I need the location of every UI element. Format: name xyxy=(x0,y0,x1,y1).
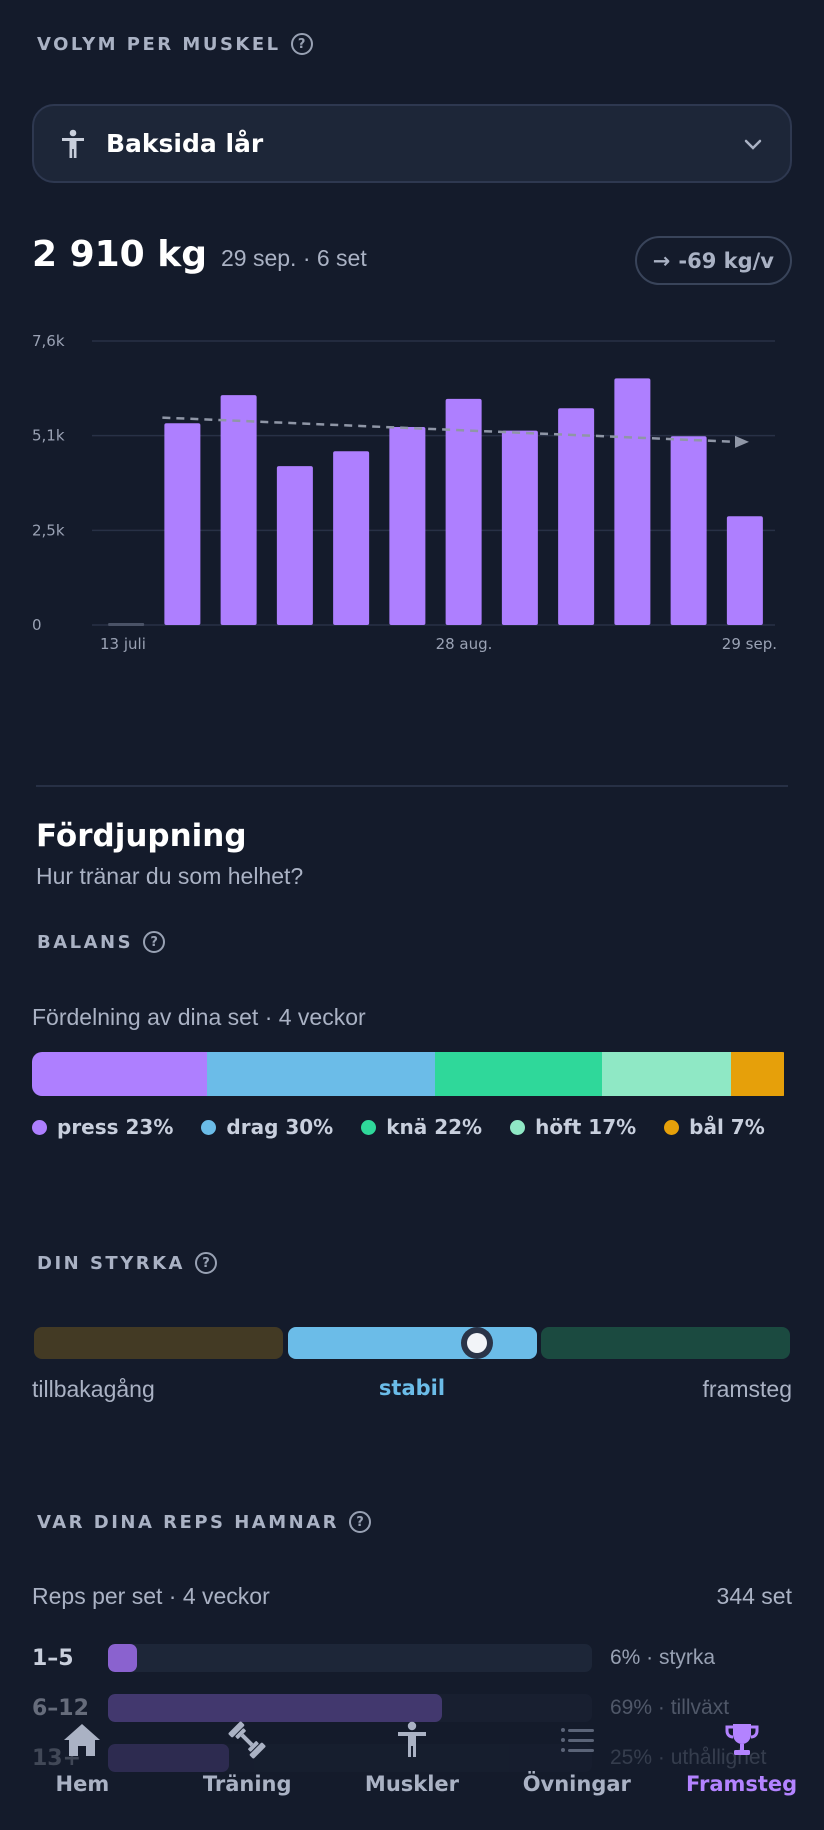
legend-item: drag 30% xyxy=(201,1115,333,1139)
muscle-select[interactable]: Baksida lår xyxy=(32,104,792,183)
chevron-down-icon xyxy=(744,139,762,150)
legend-label: knä 22% xyxy=(386,1115,483,1139)
balance-segment xyxy=(206,1052,435,1096)
x-tick-label: 29 sep. xyxy=(722,635,777,653)
reps-caption: Reps per set · 4 veckor xyxy=(32,1583,270,1609)
reps-bar-track xyxy=(108,1694,592,1722)
reps-total: 344 set xyxy=(716,1583,792,1609)
balance-legend: press 23% drag 30% knä 22% höft 17% bål 7% xyxy=(32,1115,765,1139)
deep-title: Fördjupning xyxy=(36,818,247,854)
deep-subtitle: Hur tränar du som helhet? xyxy=(36,863,304,889)
y-tick-label: 5,1k xyxy=(32,427,65,445)
reps-note: 6% · styrka xyxy=(610,1646,716,1669)
reps-bar-fill xyxy=(108,1694,442,1722)
tab-home[interactable]: Hem xyxy=(0,1700,165,1830)
help-icon[interactable]: ? xyxy=(349,1511,372,1533)
bar xyxy=(220,395,257,625)
legend-label: höft 17% xyxy=(535,1115,637,1139)
bar xyxy=(276,466,313,625)
legend-dot xyxy=(32,1119,47,1135)
tab-progress[interactable]: Framsteg xyxy=(659,1700,824,1830)
bar xyxy=(445,398,482,625)
bar xyxy=(389,426,426,625)
person-icon xyxy=(397,1721,426,1757)
legend-label: drag 30% xyxy=(226,1115,334,1139)
strength-right-label: framsteg xyxy=(702,1376,792,1402)
x-tick-label: 28 aug. xyxy=(436,635,493,653)
legend-item: bål 7% xyxy=(664,1115,765,1139)
strength-segment-stable xyxy=(288,1327,537,1359)
tab-training[interactable]: Träning xyxy=(165,1700,330,1830)
reps-note: 69% · tillväxt xyxy=(610,1696,730,1719)
bar xyxy=(164,423,201,625)
legend-item: press 23% xyxy=(32,1115,173,1139)
list-icon xyxy=(560,1728,594,1752)
legend-dot xyxy=(201,1119,217,1135)
y-tick-label: 2,5k xyxy=(32,521,65,539)
strength-segment-progress xyxy=(541,1327,790,1359)
legend-dot xyxy=(510,1119,526,1135)
legend-label: bål 7% xyxy=(689,1115,765,1139)
tab-exercises[interactable]: Övningar xyxy=(494,1700,659,1830)
reps-bar-fill xyxy=(108,1744,229,1772)
trophy-icon xyxy=(725,1724,759,1755)
x-tick-label: 13 juli xyxy=(100,635,146,653)
balance-segment xyxy=(32,1052,207,1096)
bar xyxy=(558,408,595,625)
volume-value: 2 910 kg xyxy=(32,234,207,275)
balance-segment xyxy=(434,1052,602,1096)
reps-bar-track xyxy=(108,1744,592,1772)
balance-bar xyxy=(32,1052,792,1096)
strength-segment-decline xyxy=(34,1327,283,1359)
strength-marker xyxy=(461,1327,494,1359)
bar xyxy=(501,430,538,625)
reps-range-label: 6–12 xyxy=(32,1695,89,1721)
legend-label: press 23% xyxy=(57,1115,174,1139)
home-icon xyxy=(64,1724,101,1756)
legend-item: höft 17% xyxy=(510,1115,636,1139)
bar xyxy=(614,378,651,625)
bar xyxy=(726,516,763,625)
strength-left-label: tillbakagång xyxy=(32,1376,155,1402)
trend-value: -69 kg/v xyxy=(678,248,774,273)
tab-bar: Hem Träning Muskler Övning xyxy=(0,1700,824,1830)
volume-section-label: VOLYM PER MUSKEL ? xyxy=(37,33,313,55)
y-tick-label: 7,6k xyxy=(32,332,65,350)
bar xyxy=(333,451,370,625)
y-tick-label: 0 xyxy=(32,616,42,634)
trend-badge: → -69 kg/v xyxy=(634,236,792,285)
legend-dot xyxy=(361,1119,377,1135)
volume-chart: 7,6k 5,1k 2,5k 0 13 juli 28 aug. 29 sep. xyxy=(32,332,777,653)
person-icon xyxy=(62,129,84,158)
trend-arrowhead xyxy=(735,435,749,448)
bar xyxy=(670,436,707,625)
strength-section-label: DIN STYRKA ? xyxy=(37,1252,217,1274)
volume-detail: 29 sep. · 6 set xyxy=(220,245,367,271)
reps-range-label: 1–5 xyxy=(32,1645,74,1671)
reps-row: 1–5 6% · styrka xyxy=(32,1644,792,1672)
help-icon[interactable]: ? xyxy=(143,931,166,953)
arrow-right-icon: → xyxy=(652,248,671,273)
balance-segment xyxy=(602,1052,732,1096)
help-icon[interactable]: ? xyxy=(195,1252,217,1274)
trend-line xyxy=(162,416,738,444)
reps-bar-fill xyxy=(108,1644,138,1672)
balance-caption: Fördelning av dina set · 4 veckor xyxy=(32,1004,366,1030)
section-divider xyxy=(36,785,788,787)
help-icon[interactable]: ? xyxy=(290,33,313,55)
strength-middle-label: stabil xyxy=(378,1376,446,1400)
balance-section-label: BALANS ? xyxy=(37,931,166,953)
reps-row: 13+ 25% · uthållighet xyxy=(32,1744,792,1772)
dumbbell-icon xyxy=(228,1721,266,1759)
legend-item: knä 22% xyxy=(361,1115,482,1139)
bar xyxy=(108,623,145,626)
balance-segment xyxy=(731,1052,785,1096)
reps-note: 25% · uthållighet xyxy=(610,1746,767,1769)
legend-dot xyxy=(664,1119,680,1135)
reps-row: 6–12 69% · tillväxt xyxy=(32,1694,792,1722)
tab-muscles[interactable]: Muskler xyxy=(330,1700,495,1830)
reps-section-label: VAR DINA REPS HAMNAR ? xyxy=(37,1511,372,1533)
reps-bar-track xyxy=(108,1644,592,1672)
selected-muscle: Baksida lår xyxy=(106,129,264,158)
